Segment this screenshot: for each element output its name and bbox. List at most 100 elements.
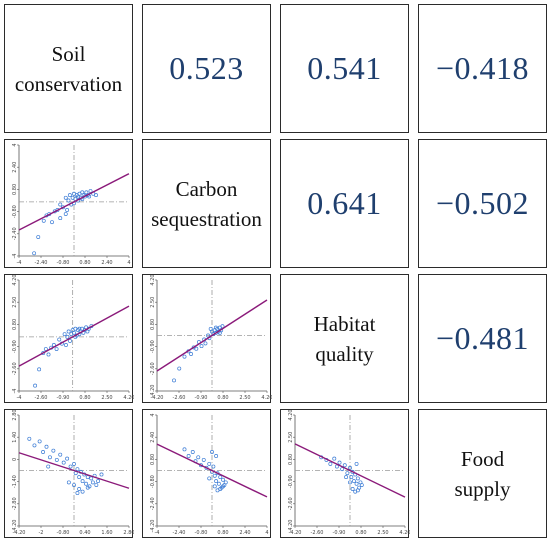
x-tick-label: 0.80 [355,530,366,536]
x-tick-label: -0.80 [195,530,208,536]
scatter-plot-r2c1: -4 -2.40 -0.80 0.80 2.40 4 -4 -2.40 -0.80 0.80 2.4… [12,143,131,266]
x-tick-label: 2.50 [239,395,250,401]
scatter-plot-r4c2: -4 -2.40 -0.80 0.80 2.40 4 -4.20 -2.40 -0.80 0.80… [150,413,269,536]
x-tick-label: -4 [17,395,22,401]
variable-label-soil-conservation: Soil conservation [4,4,133,133]
data-point [72,483,76,487]
data-point [63,212,68,216]
data-point [342,463,347,468]
data-point [354,481,359,486]
data-point [182,354,187,359]
y-tick-label: -4 [12,389,18,394]
data-point [340,467,345,472]
data-point [214,454,219,458]
data-point [212,473,217,478]
data-point [58,452,63,457]
data-point [76,194,81,199]
variable-label-habitat-quality: Habitat quality [280,274,409,403]
data-point [199,344,204,349]
data-point [337,460,342,465]
variable-label-food-supply: Food supply [418,409,547,538]
data-point [43,347,48,351]
x-tick-label: 2.40 [239,530,250,536]
data-point [348,480,352,485]
y-tick-label: -2.80 [12,497,18,510]
x-tick-label: 2.40 [101,260,112,266]
y-tick-label: 4 [12,143,18,146]
coefficient-value: −0.418 [435,50,530,86]
data-point [65,208,70,212]
data-point [27,436,32,441]
x-tick-label: -0.90 [57,395,70,401]
data-point [190,450,195,454]
y-tick-label: 0.80 [288,454,294,465]
coefficient-value: 0.541 [307,50,382,86]
data-point [80,489,85,494]
y-tick-label: 2.50 [12,297,18,308]
label-line-1: Soil [51,41,86,66]
data-point [77,487,82,491]
data-point [345,471,350,476]
data-point [75,467,80,472]
data-point [89,476,94,481]
data-point [211,464,216,469]
data-point [61,460,66,465]
y-tick-label: -2.40 [150,497,156,510]
data-point [72,330,76,335]
y-tick-label: -0.90 [150,340,156,353]
y-tick-label: -4.20 [150,520,156,533]
x-tick-label: -2 [39,530,44,536]
label-line-1: Habitat [313,311,376,336]
data-point [210,450,214,454]
y-tick-label: 4.20 [150,275,156,286]
y-tick-label: -2.60 [150,362,156,375]
data-point [80,190,85,195]
data-point [94,193,98,198]
x-tick-label: -0.90 [195,395,208,401]
data-point [96,479,101,484]
data-point [354,461,359,466]
correlation-soil-carbon: 0.523 [142,4,271,133]
y-tick-label: -2.60 [12,362,18,375]
data-point [214,479,219,484]
data-point [62,332,67,337]
regression-line [156,443,268,498]
correlation-carbon-food: −0.502 [418,139,547,268]
data-point [344,475,349,480]
regression-line [18,173,130,231]
data-point [99,472,104,477]
y-tick-label: 2.40 [12,162,18,173]
data-point [65,334,70,339]
y-tick-label: 0.80 [150,454,156,465]
data-point [189,352,193,356]
scatter-plot-r3c1: -4 -2.60 -0.90 0.80 2.50 4.20 -4 -2.60 -0.90 0.80… [12,275,134,401]
x-tick-label: 4 [265,530,268,536]
data-point [186,454,191,458]
regression-line [294,443,406,498]
data-point [67,193,72,198]
data-point [63,195,68,200]
data-point [218,475,223,480]
y-tick-label: -0.80 [12,205,18,218]
x-tick-label: -4.20 [151,395,164,401]
data-point [65,456,70,461]
x-tick-label: 2.80 [123,530,134,536]
y-tick-label: 1.40 [12,432,18,443]
data-point [348,465,352,470]
data-point [94,483,99,487]
data-point [32,443,37,448]
data-point [64,343,68,347]
y-tick-label: 4.20 [288,410,294,421]
data-point [207,476,212,481]
data-point [72,461,76,466]
x-tick-label: -4 [17,260,22,266]
x-tick-label: -2.60 [35,395,48,401]
y-tick-label: 0.80 [12,319,18,330]
x-tick-label: 0.40 [79,530,90,536]
data-point [182,447,187,452]
label-line-2: quality [315,341,374,366]
data-point [51,448,56,453]
regression-line [156,299,268,372]
data-point [66,480,71,485]
y-tick-label: 0 [12,458,18,461]
